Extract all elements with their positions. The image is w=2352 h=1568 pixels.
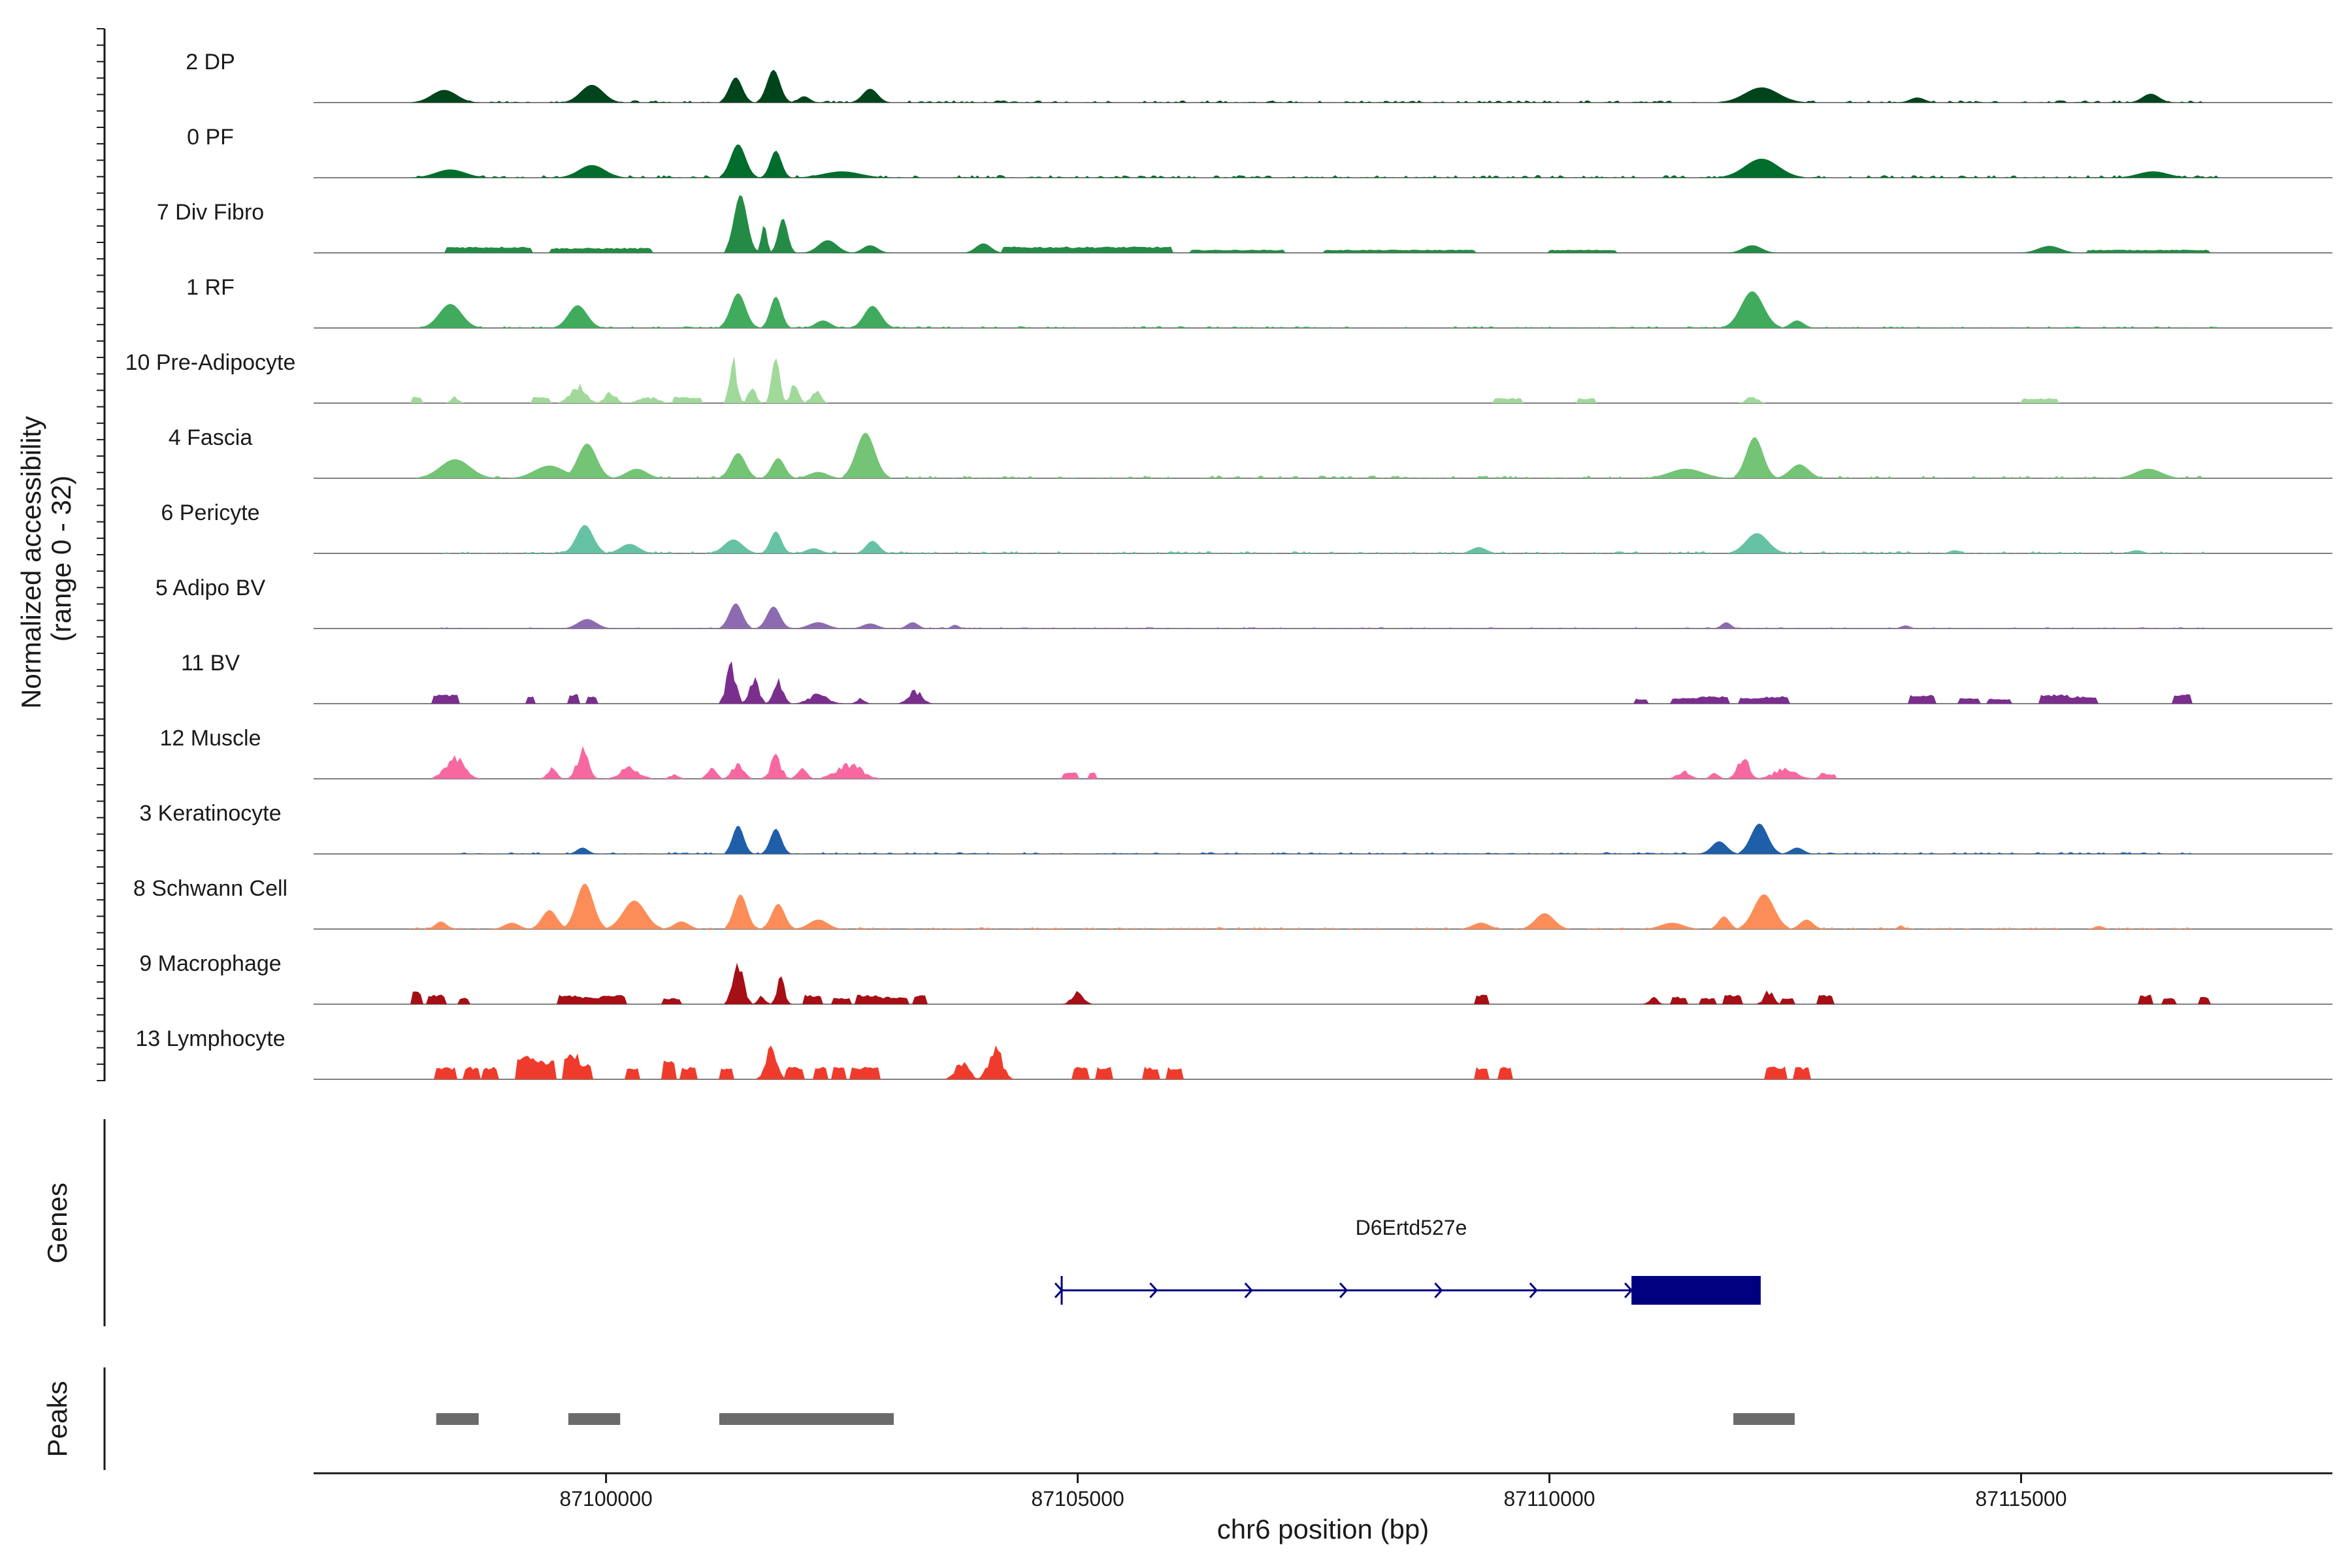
track-label: 12 Muscle [160,726,261,751]
peak-region [1733,1413,1795,1425]
gene-label: D6Ertd527e [1356,1216,1467,1239]
coverage-area-13-lymphocyte [314,1045,2332,1079]
y-axis-title-line2: (range 0 - 32) [46,476,76,642]
track-label: 4 Fascia [169,425,253,450]
genes-panel-title: Genes [42,1183,73,1264]
x-tick-label: 87105000 [1031,1487,1124,1511]
peak-region [719,1413,894,1425]
coverage-area-11-bv [314,661,2332,704]
coverage-area-1-rf [314,291,2332,328]
y-axis-title-line1: Normalized accessibility [16,416,46,709]
strand-arrow-icon [1434,1282,1443,1299]
gene-exon-block [1631,1276,1761,1305]
coverage-area-4-fascia [314,433,2332,478]
strand-arrow-icon [1624,1282,1633,1299]
track-12-muscle: 12 Muscle [160,726,2332,779]
coverage-area-6-pericyte [314,525,2332,553]
coverage-area-8-schwann-cell [314,883,2332,929]
coverage-area-7-div-fibro [314,195,2332,253]
coverage-y-axis [97,28,106,1081]
track-2-dp: 2 DP [186,50,2332,103]
coverage-area-3-keratinocyte [314,823,2332,854]
track-label: 2 DP [186,50,235,74]
track-label: 6 Pericyte [161,500,259,525]
track-1-rf: 1 RF [186,275,2332,329]
track-label: 13 Lymphocyte [135,1026,285,1051]
track-label: 8 Schwann Cell [133,876,287,901]
track-label: 0 PF [187,125,234,150]
track-6-pericyte: 6 Pericyte [161,500,2332,554]
x-tick-label: 87110000 [1504,1487,1595,1511]
track-5-adipo-bv: 5 Adipo BV [155,576,2332,629]
track-label: 7 Div Fibro [157,200,264,225]
coverage-area-5-adipo-bv [314,603,2332,629]
strand-arrow-icon [1244,1282,1253,1299]
track-label: 10 Pre-Adipocyte [125,350,296,375]
peak-region [436,1413,479,1425]
coverage-area-2-dp [314,69,2332,103]
track-13-lymphocyte: 13 Lymphocyte [135,1026,2332,1080]
x-axis: 87100000 87105000 87110000 87115000 [314,1472,2332,1511]
y-axis-title: Normalized accessibility (range 0 - 32) [16,408,76,709]
track-label: 3 Keratinocyte [139,801,281,826]
strand-arrow-icon [1529,1282,1538,1299]
track-8-schwann-cell: 8 Schwann Cell [133,876,2332,930]
track-9-macrophage: 9 Macrophage [139,951,2332,1005]
x-axis-title: chr6 position (bp) [1217,1514,1429,1544]
coverage-area-12-muscle [314,745,2332,779]
strand-arrow-icon [1054,1282,1064,1299]
track-label: 11 BV [181,651,240,676]
coverage-area-10-pre-adipocyte [314,356,2332,403]
track-3-keratinocyte: 3 Keratinocyte [139,801,2332,855]
x-tick-label: 87100000 [559,1487,652,1511]
track-10-pre-adipocyte: 10 Pre-Adipocyte [125,350,2332,404]
peak-region [568,1413,621,1425]
track-label: 9 Macrophage [139,951,281,976]
strand-arrow-icon [1149,1282,1158,1299]
coverage-tracks: 2 DP 0 PF 7 Div Fibro 1 RF 10 Pre-Adipocyte 4… [125,50,2332,1080]
peaks-panel [436,1413,1795,1425]
gene-d6ertd527e: D6Ertd527e [1054,1216,1761,1305]
strand-arrow-icon [1339,1282,1348,1299]
track-7-div-fibro: 7 Div Fibro [157,195,2332,253]
track-label: 1 RF [186,275,235,300]
x-tick-label: 87115000 [1976,1487,2067,1511]
track-label: 5 Adipo BV [155,576,266,600]
track-11-bv: 11 BV [181,651,2332,704]
track-0-pf: 0 PF [187,125,2332,178]
coverage-area-0-pf [314,144,2332,178]
track-4-fascia: 4 Fascia [169,425,2332,479]
coverage-area-9-macrophage [314,962,2332,1004]
peaks-panel-title: Peaks [42,1381,73,1458]
genes-panel: D6Ertd527e [1054,1216,1761,1305]
